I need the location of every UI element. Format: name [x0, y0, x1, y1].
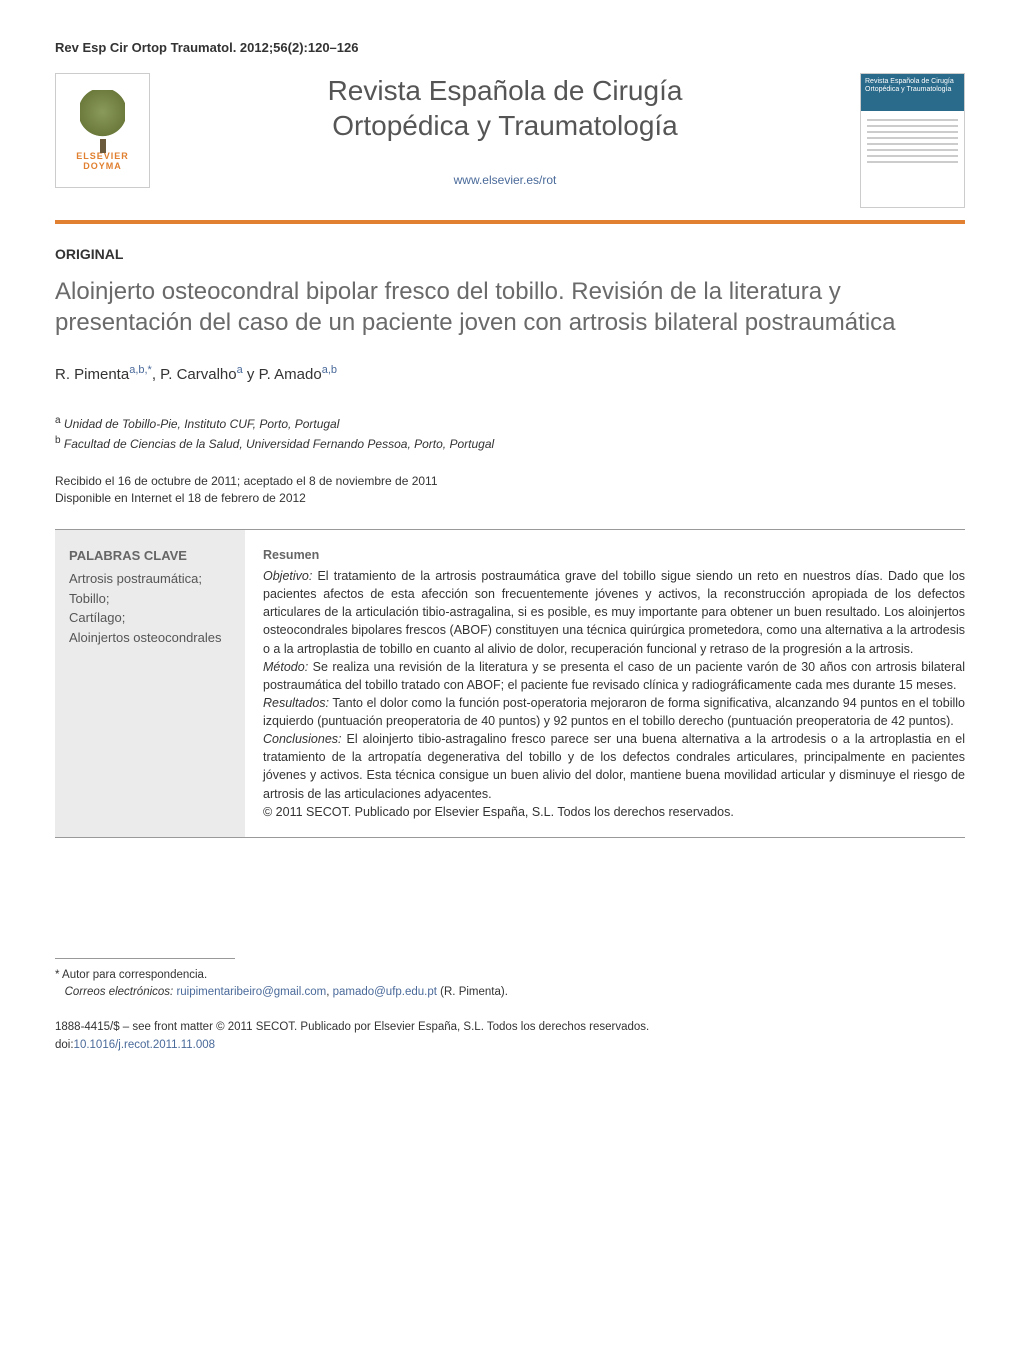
- keywords-heading: PALABRAS CLAVE: [69, 546, 231, 566]
- keywords-box: PALABRAS CLAVE Artrosis postraumática; T…: [55, 530, 245, 837]
- elsevier-tree-icon: [80, 90, 125, 145]
- copyright-footer: 1888-4415/$ – see front matter © 2011 SE…: [55, 1019, 965, 1054]
- article-title: Aloinjerto osteocondral bipolar fresco d…: [55, 276, 965, 338]
- correspondence-label: Correos electrónicos:: [65, 986, 174, 998]
- issn-line: 1888-4415/$ – see front matter © 2011 SE…: [55, 1019, 965, 1036]
- email-1[interactable]: ruipimentaribeiro@gmail.com: [176, 986, 326, 998]
- keywords-list: Artrosis postraumática; Tobillo; Cartíla…: [69, 569, 231, 647]
- affiliation-b: b Facultad de Ciencias de la Salud, Univ…: [55, 433, 965, 453]
- cover-lines-decoration: [867, 119, 958, 163]
- authors: R. Pimentaa,b,*, P. Carvalhoa y P. Amado…: [55, 364, 965, 383]
- footnote-divider: [55, 958, 235, 959]
- affiliation-a-text: Unidad de Tobillo-Pie, Instituto CUF, Po…: [64, 417, 339, 431]
- conclusiones-text: El aloinjerto tibio-astragalino fresco p…: [263, 732, 965, 800]
- resultados-label: Resultados:: [263, 696, 329, 710]
- author-2: , P. Carvalho: [152, 366, 237, 383]
- online-date: Disponible en Internet el 18 de febrero …: [55, 490, 965, 507]
- correspondence: * Autor para correspondencia. Correos el…: [55, 967, 965, 1002]
- author-1: R. Pimenta: [55, 366, 129, 383]
- article-dates: Recibido el 16 de octubre de 2011; acept…: [55, 473, 965, 507]
- journal-url[interactable]: www.elsevier.es/rot: [170, 173, 840, 187]
- journal-title: Revista Española de Cirugía Ortopédica y…: [170, 73, 840, 143]
- affiliation-a: a Unidad de Tobillo-Pie, Instituto CUF, …: [55, 413, 965, 433]
- author-1-affil: a,b,*: [129, 364, 152, 376]
- resultados-text: Tanto el dolor como la función post-oper…: [263, 696, 965, 728]
- objetivo-text: El tratamiento de la artrosis postraumát…: [263, 569, 965, 656]
- doi-line: doi:10.1016/j.recot.2011.11.008: [55, 1037, 965, 1054]
- journal-title-line2: Ortopédica y Traumatología: [332, 110, 678, 141]
- masthead: ELSEVIER DOYMA Revista Española de Cirug…: [55, 73, 965, 224]
- abstract-heading: Resumen: [263, 546, 965, 564]
- correspondence-author: (R. Pimenta).: [437, 986, 508, 998]
- affiliation-b-text: Facultad de Ciencias de la Salud, Univer…: [64, 437, 494, 451]
- abstract-metodo: Método: Se realiza una revisión de la li…: [263, 658, 965, 694]
- correspondence-marker: * Autor para correspondencia.: [55, 967, 965, 984]
- author-3: y P. Amado: [243, 366, 322, 383]
- conclusiones-label: Conclusiones:: [263, 732, 342, 746]
- objetivo-label: Objetivo:: [263, 569, 312, 583]
- author-3-affil: a,b: [322, 364, 337, 376]
- abstract-objetivo: Objetivo: El tratamiento de la artrosis …: [263, 567, 965, 658]
- journal-title-block: Revista Española de Cirugía Ortopédica y…: [150, 73, 860, 187]
- article-type: ORIGINAL: [55, 246, 965, 262]
- affiliations: a Unidad de Tobillo-Pie, Instituto CUF, …: [55, 413, 965, 453]
- abstract-text: Resumen Objetivo: El tratamiento de la a…: [245, 530, 965, 837]
- abstract-resultados: Resultados: Tanto el dolor como la funci…: [263, 694, 965, 730]
- email-2[interactable]: pamado@ufp.edu.pt: [333, 986, 437, 998]
- abstract-conclusiones: Conclusiones: El aloinjerto tibio-astrag…: [263, 730, 965, 803]
- doi-label: doi:: [55, 1039, 74, 1051]
- citation-header: Rev Esp Cir Ortop Traumatol. 2012;56(2):…: [55, 40, 965, 55]
- cover-title: Revista Española de Cirugía Ortopédica y…: [865, 78, 960, 93]
- correspondence-emails: Correos electrónicos: ruipimentaribeiro@…: [55, 984, 965, 1001]
- abstract-container: PALABRAS CLAVE Artrosis postraumática; T…: [55, 529, 965, 838]
- journal-cover-thumbnail: Revista Española de Cirugía Ortopédica y…: [860, 73, 965, 208]
- received-accepted-date: Recibido el 16 de octubre de 2011; acept…: [55, 473, 965, 490]
- metodo-text: Se realiza una revisión de la literatura…: [263, 660, 965, 692]
- journal-title-line1: Revista Española de Cirugía: [328, 75, 683, 106]
- abstract-copyright: © 2011 SECOT. Publicado por Elsevier Esp…: [263, 803, 965, 821]
- publisher-logo: ELSEVIER DOYMA: [55, 73, 150, 188]
- metodo-label: Método:: [263, 660, 308, 674]
- publisher-subname: DOYMA: [83, 161, 122, 171]
- doi-value[interactable]: 10.1016/j.recot.2011.11.008: [74, 1039, 216, 1051]
